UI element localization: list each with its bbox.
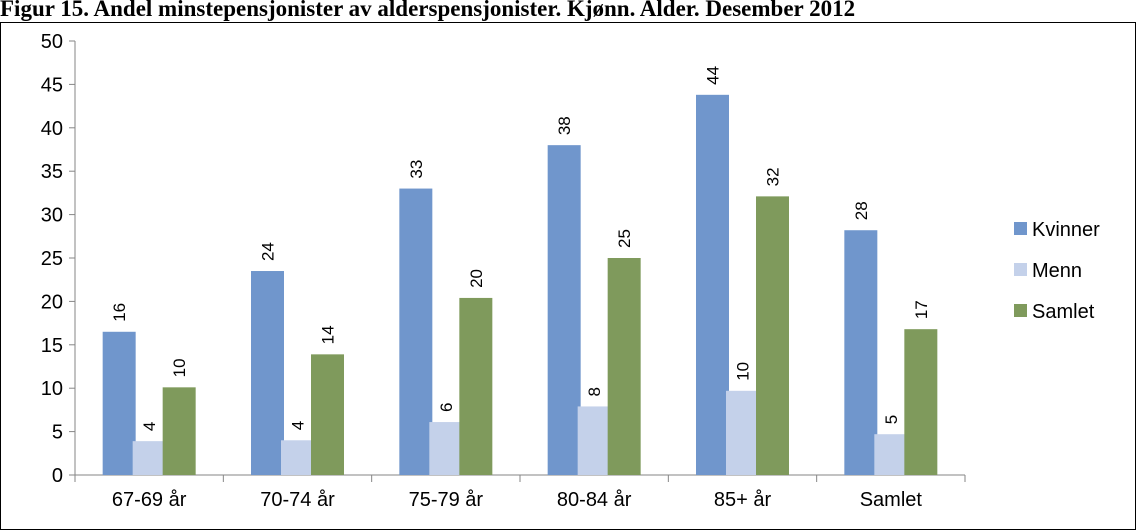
x-tick-label: 85+ år — [714, 489, 772, 511]
bar-samlet-6 — [904, 329, 938, 475]
bar-samlet-5 — [756, 196, 789, 475]
bar-menn-1 — [132, 441, 166, 475]
data-label: 4 — [289, 421, 308, 430]
bar-kvinner-3 — [399, 188, 433, 475]
x-tick-label: 70-74 år — [260, 489, 335, 511]
bar-kvinner-2 — [251, 271, 284, 475]
data-label: 8 — [585, 387, 604, 396]
bar-menn-6 — [874, 434, 908, 475]
legend-label: Menn — [1032, 260, 1082, 282]
data-label: 5 — [882, 415, 901, 424]
x-tick-label: 80-84 år — [557, 489, 632, 511]
data-label: 28 — [852, 201, 871, 220]
data-label: 24 — [259, 242, 278, 261]
data-label: 44 — [704, 66, 723, 85]
y-tick-label: 50 — [41, 31, 63, 53]
data-label: 16 — [110, 303, 129, 322]
legend-swatch-kvinner — [1014, 222, 1027, 235]
data-label: 33 — [407, 160, 426, 179]
x-tick-label: 67-69 år — [112, 489, 187, 511]
bar-menn-3 — [429, 422, 463, 475]
bar-samlet-4 — [607, 258, 641, 475]
bar-samlet-1 — [162, 387, 196, 475]
legend-label: Kvinner — [1032, 219, 1100, 241]
chart-title: Figur 15. Andel minstepensjonister av al… — [0, 0, 856, 21]
x-tick-label: Samlet — [860, 489, 923, 511]
bar-menn-2 — [281, 440, 314, 475]
y-tick-label: 35 — [41, 161, 63, 183]
data-label: 10 — [170, 358, 189, 377]
data-label: 17 — [912, 300, 931, 319]
chart-border — [0, 22, 1136, 530]
y-tick-label: 15 — [41, 335, 63, 357]
bar-samlet-3 — [459, 297, 493, 475]
bar-kvinner-5 — [696, 94, 729, 475]
bar-menn-4 — [577, 406, 611, 475]
legend-swatch-samlet — [1014, 304, 1027, 317]
y-tick-label: 5 — [52, 422, 63, 444]
y-tick-label: 25 — [41, 248, 63, 270]
bar-samlet-2 — [311, 354, 344, 475]
legend-label: Samlet — [1032, 301, 1095, 323]
data-label: 32 — [764, 167, 783, 186]
data-label: 25 — [615, 229, 634, 248]
y-tick-label: 45 — [41, 74, 63, 96]
data-label: 38 — [555, 116, 574, 135]
bar-kvinner-6 — [844, 230, 878, 475]
legend-swatch-menn — [1014, 263, 1027, 276]
y-tick-label: 0 — [52, 465, 63, 487]
y-tick-label: 30 — [41, 205, 63, 227]
data-label: 14 — [319, 325, 338, 344]
data-label: 4 — [140, 422, 159, 431]
y-tick-label: 40 — [41, 118, 63, 140]
bar-kvinner-1 — [102, 331, 136, 475]
data-label: 20 — [467, 269, 486, 288]
data-label: 6 — [437, 403, 456, 412]
bar-menn-5 — [726, 390, 759, 475]
data-label: 10 — [734, 362, 753, 381]
x-tick-label: 75-79 år — [409, 489, 484, 511]
y-tick-label: 20 — [41, 291, 63, 313]
y-tick-label: 10 — [41, 378, 63, 400]
bar-kvinner-4 — [547, 145, 581, 475]
